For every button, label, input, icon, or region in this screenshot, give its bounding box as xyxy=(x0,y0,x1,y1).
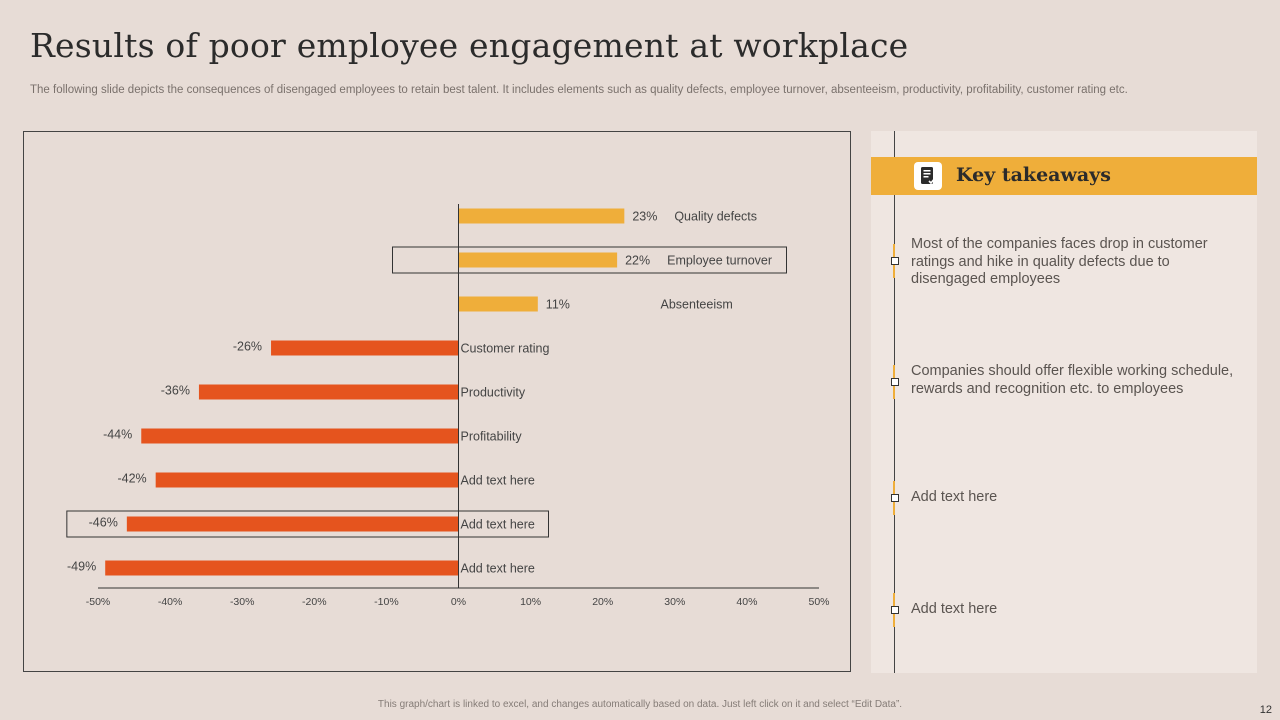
category-label: Add text here xyxy=(461,517,535,531)
category-label: Employee turnover xyxy=(667,253,772,267)
x-tick-label: 40% xyxy=(736,596,757,608)
key-takeaways-panel: Key takeaways Most of the companies face… xyxy=(871,131,1257,673)
data-label: 22% xyxy=(625,253,650,267)
category-label: Profitability xyxy=(461,429,523,443)
footnote: This graph/chart is linked to excel, and… xyxy=(377,699,903,710)
x-tick-label: 30% xyxy=(664,596,685,608)
bar xyxy=(271,340,459,356)
data-label: -49% xyxy=(67,559,96,573)
category-label: Quality defects xyxy=(674,209,757,223)
x-tick-label: 0% xyxy=(451,596,466,608)
data-label: 23% xyxy=(632,209,657,223)
slide-title: Results of poor employee engagement at w… xyxy=(30,26,909,65)
timeline-marker xyxy=(891,494,899,502)
data-label: -36% xyxy=(161,383,190,397)
takeaways-title: Key takeaways xyxy=(956,164,1111,186)
timeline-line xyxy=(894,131,895,673)
bar xyxy=(105,560,459,576)
category-label: Add text here xyxy=(461,473,535,487)
category-label: Absenteeism xyxy=(661,297,733,311)
takeaway-text: Companies should offer flexible working … xyxy=(911,363,1234,397)
x-tick-label: 20% xyxy=(592,596,613,608)
x-tick-label: -10% xyxy=(374,596,399,608)
document-icon xyxy=(914,162,942,190)
x-tick-label: -20% xyxy=(302,596,327,608)
x-tick-label: 50% xyxy=(808,596,829,608)
page-number: 12 xyxy=(1259,704,1272,716)
timeline-marker xyxy=(891,257,899,265)
x-tick-label: -30% xyxy=(230,596,255,608)
timeline-marker xyxy=(891,606,899,614)
category-label: Add text here xyxy=(461,561,535,575)
data-label: -44% xyxy=(103,427,132,441)
highlight-box xyxy=(66,510,550,538)
bar xyxy=(458,208,625,224)
x-tick-label: -50% xyxy=(86,596,111,608)
highlight-box xyxy=(392,246,787,274)
chart-frame[interactable]: -50% -40% -30% -20% -10% 0% 10% 20% 30% 40% 50% 23%… xyxy=(23,131,851,672)
takeaways-header: Key takeaways xyxy=(871,157,1257,195)
takeaway-text: Most of the companies faces drop in cust… xyxy=(911,236,1208,287)
bar xyxy=(458,252,618,268)
bar xyxy=(155,472,459,488)
category-label: Customer rating xyxy=(461,341,550,355)
category-label: Productivity xyxy=(461,385,526,399)
x-tick-label: 10% xyxy=(520,596,541,608)
slide-subtitle: The following slide depicts the conseque… xyxy=(30,84,1128,96)
bar xyxy=(198,384,459,400)
takeaway-text: Add text here xyxy=(911,601,998,617)
data-label: -46% xyxy=(89,515,118,529)
takeaway-text: Add text here xyxy=(911,489,998,505)
data-label: -26% xyxy=(233,339,262,353)
bar xyxy=(141,428,459,444)
bar xyxy=(126,516,459,532)
data-label: 11% xyxy=(546,297,570,311)
bar xyxy=(458,296,538,312)
x-tick-label: -40% xyxy=(158,596,183,608)
bar-chart: -50% -40% -30% -20% -10% 0% 10% 20% 30% 40% 50% 23%… xyxy=(66,204,830,608)
data-label: -42% xyxy=(117,471,146,485)
timeline-marker xyxy=(891,378,899,386)
